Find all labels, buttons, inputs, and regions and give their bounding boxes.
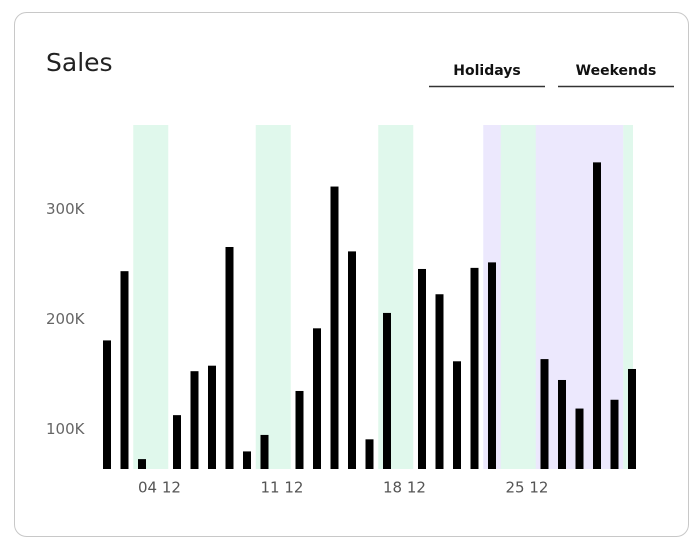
- highlight-band: [500, 125, 536, 469]
- bar: [593, 162, 601, 469]
- y-tick-label: 100K: [46, 420, 86, 438]
- toggle-label: Holidays: [453, 63, 520, 79]
- bar: [260, 434, 269, 469]
- bar: [208, 365, 216, 469]
- bar: [540, 359, 549, 469]
- highlight-toggle[interactable]: Weekends: [558, 63, 674, 88]
- bar: [488, 262, 496, 469]
- bar: [435, 294, 444, 469]
- bar: [313, 328, 321, 469]
- bar: [348, 251, 356, 469]
- bar: [383, 312, 391, 469]
- highlight-band: [133, 125, 169, 469]
- bar: [628, 368, 636, 469]
- bar: [190, 371, 199, 469]
- bar: [295, 390, 304, 469]
- chart-title: Sales: [46, 48, 113, 77]
- bar: [470, 267, 479, 469]
- highlight-band: [255, 125, 291, 469]
- x-tick-label: 04 12: [138, 479, 181, 497]
- bar: [103, 340, 111, 469]
- bar: [243, 451, 251, 469]
- bar: [558, 379, 566, 469]
- bar: [453, 361, 461, 469]
- highlight-toggle[interactable]: Holidays: [429, 63, 545, 88]
- y-tick-label: 200K: [46, 310, 86, 328]
- bar: [365, 439, 374, 469]
- x-tick-label: 18 12: [383, 479, 426, 497]
- bar: [138, 459, 146, 469]
- bar: [330, 186, 339, 469]
- bar: [418, 268, 426, 469]
- bar: [575, 408, 584, 469]
- bar: [173, 415, 181, 469]
- x-tick-label: 25 12: [506, 479, 549, 497]
- highlight-band: [623, 125, 633, 469]
- y-tick-label: 300K: [46, 200, 86, 218]
- bar: [225, 246, 234, 469]
- mark-layer: [103, 162, 636, 469]
- toggle-label: Weekends: [576, 63, 657, 79]
- bar: [610, 399, 619, 469]
- bar: [120, 271, 129, 469]
- x-tick-label: 11 12: [261, 479, 304, 497]
